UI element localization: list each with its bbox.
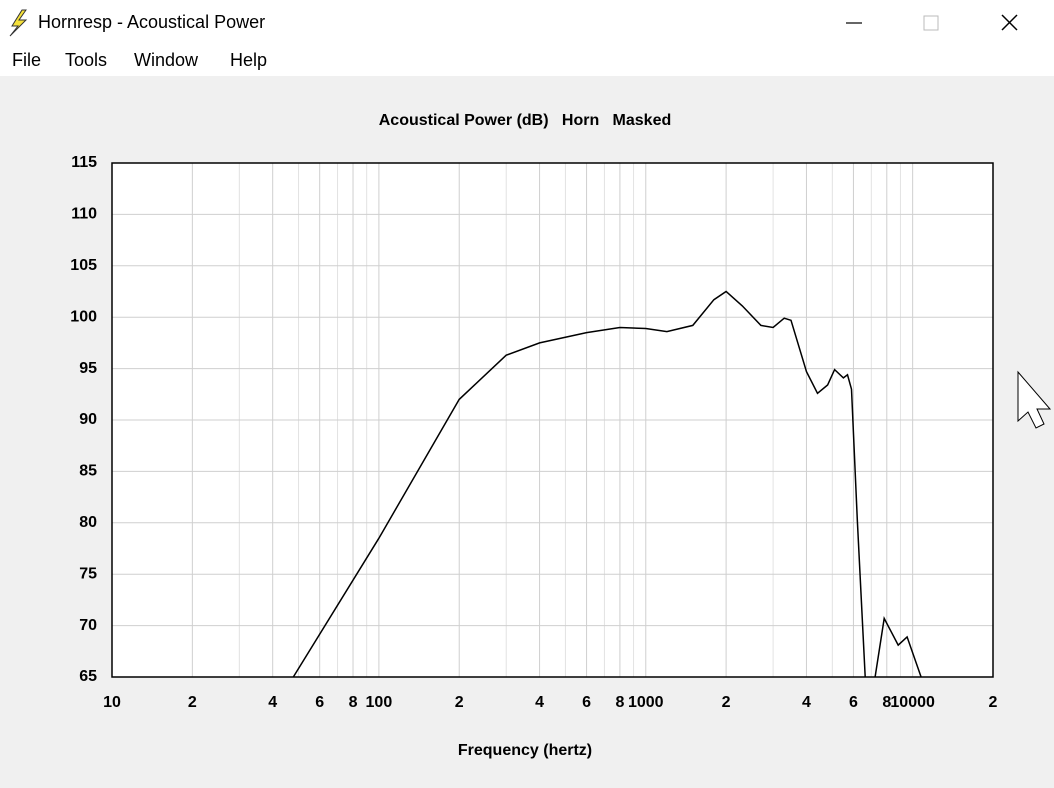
y-tick-label: 70	[79, 617, 97, 634]
x-tick-label: 2	[722, 694, 731, 711]
x-tick-label: 8	[615, 694, 624, 711]
close[interactable]	[1001, 14, 1018, 31]
menu-bar: File Tools Window Help	[0, 44, 1054, 76]
x-tick-label: 4	[268, 694, 277, 711]
y-tick-label: 95	[79, 360, 97, 377]
x-tick-label: 4	[802, 694, 811, 711]
y-tick-label: 105	[70, 257, 97, 274]
x-tick-label: 6	[315, 694, 324, 711]
title-bar: Hornresp - Acoustical Power	[0, 0, 1054, 44]
x-tick-label: 2	[989, 694, 998, 711]
x-tick-label: 8	[349, 694, 358, 711]
menu-item[interactable]: Help	[230, 50, 268, 70]
y-tick-label: 115	[71, 154, 97, 171]
x-tick-label: 8	[882, 694, 891, 711]
y-tick-label: 100	[70, 308, 97, 325]
y-tick-label: 90	[79, 411, 97, 428]
x-tick-label: 2	[188, 694, 197, 711]
plot-border	[111, 162, 994, 678]
menu-item[interactable]: Tools	[65, 50, 108, 70]
chart: Acoustical Power (dB) Horn Masked Freque…	[70, 112, 1052, 759]
x-axis-label: Frequency (hertz)	[458, 742, 592, 759]
x-tick-label: 6	[582, 694, 591, 711]
x-tick-label: 10	[103, 694, 121, 711]
y-tick-label: 75	[79, 565, 97, 582]
y-tick-label: 80	[79, 514, 97, 531]
y-tick-label: 65	[79, 668, 97, 685]
y-tick-label: 110	[71, 206, 97, 223]
x-tick-label: 10000	[890, 694, 935, 711]
x-tick-label: 2	[455, 694, 464, 711]
x-tick-label: 6	[849, 694, 858, 711]
app-icon	[9, 9, 28, 37]
data-line	[292, 290, 922, 677]
x-tick-label: 100	[366, 694, 393, 711]
chart-title: Acoustical Power (dB) Horn Masked	[379, 112, 672, 129]
maximize[interactable]	[923, 15, 939, 31]
window-title: Hornresp - Acoustical Power	[38, 12, 266, 32]
y-tick-label: 85	[79, 463, 97, 480]
menu-item[interactable]: File	[12, 50, 42, 70]
x-tick-label: 1000	[628, 694, 664, 711]
x-tick-label: 4	[535, 694, 544, 711]
menu-item[interactable]: Window	[134, 50, 199, 70]
window-controls[interactable]	[840, 0, 1040, 44]
mouse-cursor	[1017, 370, 1052, 429]
